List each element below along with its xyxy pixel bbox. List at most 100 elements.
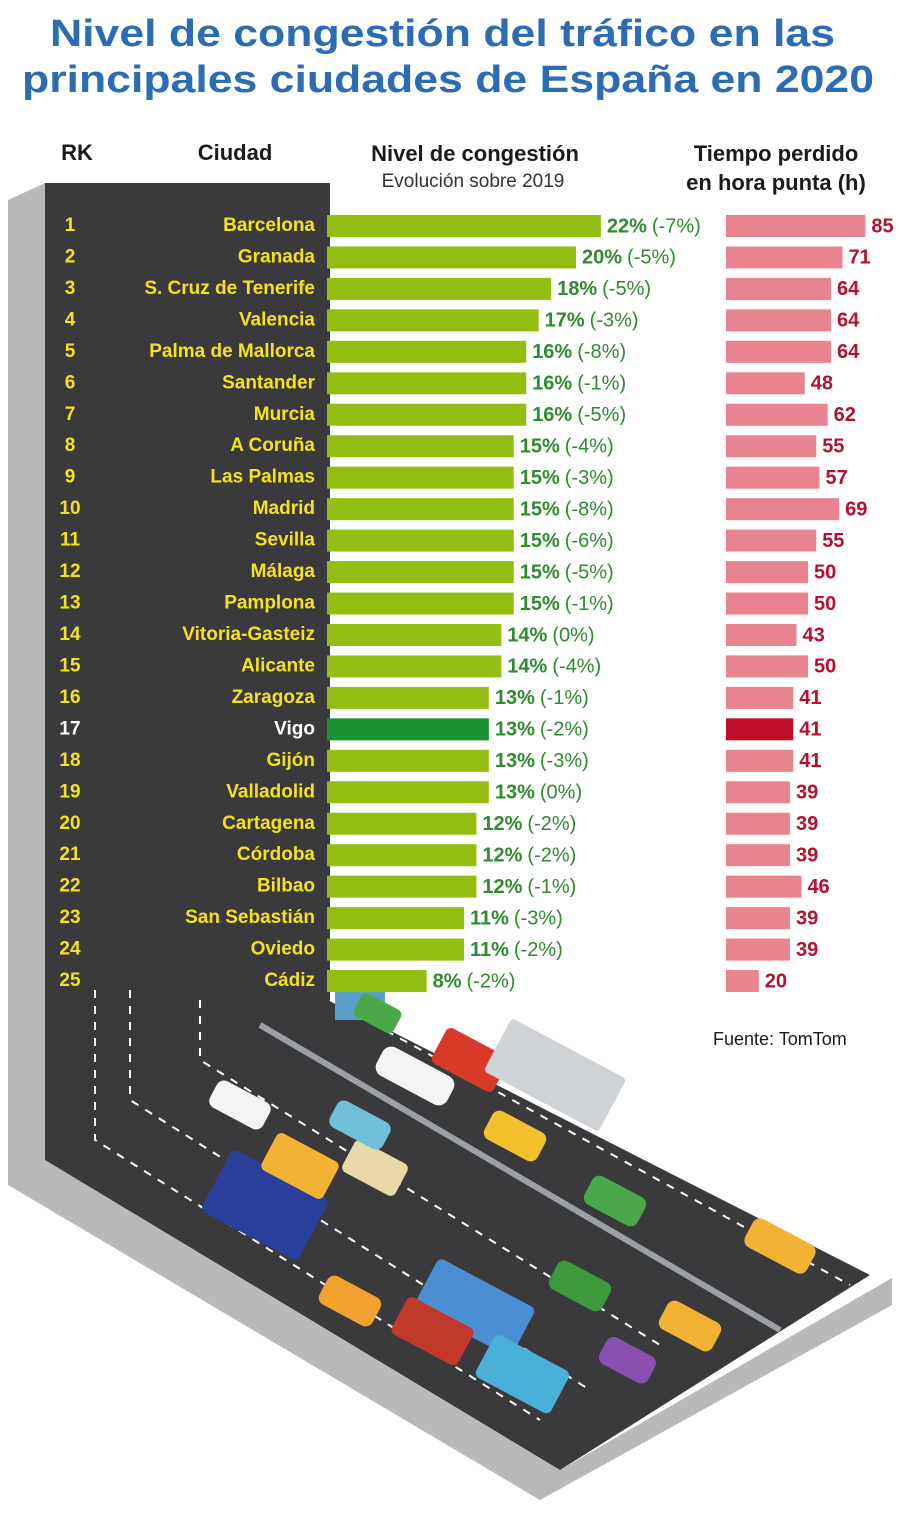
city: Palma de Mallorca <box>149 341 315 362</box>
change-label: (-2%) <box>527 844 576 866</box>
hours-label: 39 <box>796 782 818 804</box>
lane-line <box>199 1000 661 1346</box>
congestion-label: 15% <box>520 467 560 489</box>
change-label: (-2%) <box>514 939 563 961</box>
congestion-header: Nivel de congestión <box>371 141 579 166</box>
hours-label: 57 <box>825 467 847 489</box>
change-label: (-4%) <box>552 656 601 678</box>
hours-label: 41 <box>799 687 821 709</box>
hours-bar <box>726 718 794 741</box>
city: Alicante <box>241 655 315 676</box>
city: Gijón <box>266 750 315 771</box>
rank: 17 <box>59 718 80 739</box>
hours-bar <box>726 875 802 898</box>
city: Santander <box>222 372 316 393</box>
car <box>375 1046 455 1106</box>
car <box>658 1300 722 1352</box>
car <box>209 1080 271 1130</box>
title-line: Nivel de congestión del tráfico en las <box>50 13 835 55</box>
congestion-bar <box>327 718 489 741</box>
city: Vitoria-Gasteiz <box>182 624 315 645</box>
rank: 25 <box>59 970 81 991</box>
congestion-bar <box>327 435 514 458</box>
congestion-label: 11% <box>470 907 509 929</box>
congestion-label: 15% <box>520 593 560 615</box>
hours-bar <box>726 466 820 489</box>
hours-label: 39 <box>796 813 818 835</box>
congestion-label: 15% <box>520 498 560 520</box>
rank: 22 <box>59 876 80 897</box>
congestion-label: 18% <box>557 278 597 300</box>
congestion-label: 13% <box>495 687 535 709</box>
congestion-bar <box>327 592 514 615</box>
rank: 10 <box>59 498 80 519</box>
congestion-label: 12% <box>482 876 522 898</box>
car <box>598 1336 656 1384</box>
congestion-label: 11% <box>470 939 509 961</box>
rank: 3 <box>65 278 76 299</box>
congestion-label: 8% <box>433 970 462 992</box>
car <box>329 1100 391 1150</box>
hours-bar <box>726 309 831 332</box>
city: Bilbao <box>257 876 315 897</box>
car <box>353 993 402 1034</box>
change-label: (-5%) <box>602 278 651 300</box>
hours-label: 55 <box>822 436 844 458</box>
rank: 4 <box>65 309 76 330</box>
congestion-bar <box>327 938 464 961</box>
hours-bar <box>726 623 797 646</box>
congestion-bar <box>327 403 527 426</box>
city: Vigo <box>274 718 315 739</box>
change-label: (0%) <box>552 624 594 646</box>
truck <box>202 1150 328 1260</box>
rank: 6 <box>65 372 76 393</box>
city-header: Ciudad <box>198 140 273 165</box>
rank: 9 <box>65 467 76 488</box>
hours-label: 41 <box>799 719 821 741</box>
vehicles <box>202 993 816 1414</box>
rank: 23 <box>59 907 80 928</box>
title-line: principales ciudades de España en 2020 <box>22 59 874 101</box>
hours-bar <box>726 215 866 237</box>
congestion-bar <box>327 466 514 489</box>
hours-label: 48 <box>811 373 833 395</box>
congestion-label: 13% <box>495 750 535 772</box>
hours-bar <box>726 844 790 867</box>
car <box>483 1110 547 1162</box>
congestion-bar <box>327 970 427 993</box>
change-label: (-2%) <box>527 813 576 835</box>
congestion-bar <box>327 498 514 521</box>
congestion-bar <box>327 655 502 678</box>
hours-bar <box>726 970 759 993</box>
change-label: (-5%) <box>577 404 626 426</box>
rank: 2 <box>65 246 76 267</box>
congestion-label: 15% <box>520 530 560 552</box>
change-label: (-3%) <box>540 750 589 772</box>
congestion-bar <box>327 215 601 237</box>
hours-label: 50 <box>814 656 836 678</box>
hours-bar <box>726 435 817 458</box>
city: Sevilla <box>255 530 316 551</box>
congestion-label: 16% <box>532 404 572 426</box>
rank: 16 <box>59 687 80 708</box>
hours-bar <box>726 749 794 772</box>
change-label: (-8%) <box>577 341 626 363</box>
congestion-bar <box>327 529 514 552</box>
congestion-label: 14% <box>507 624 547 646</box>
city: Cartagena <box>222 813 315 834</box>
rank: 5 <box>65 341 76 362</box>
change-label: (0%) <box>540 782 582 804</box>
city: A Coruña <box>230 435 315 456</box>
hours-bar <box>726 340 831 363</box>
city: S. Cruz de Tenerife <box>144 278 315 299</box>
congestion-bar <box>327 749 489 772</box>
change-label: (-3%) <box>590 310 639 332</box>
change-label: (-5%) <box>565 561 614 583</box>
hours-bar <box>726 655 808 678</box>
city: Córdoba <box>237 844 316 865</box>
car <box>548 1260 612 1312</box>
hours-label: 39 <box>796 939 818 961</box>
hours-label: 64 <box>837 310 860 332</box>
rank: 13 <box>59 593 80 614</box>
